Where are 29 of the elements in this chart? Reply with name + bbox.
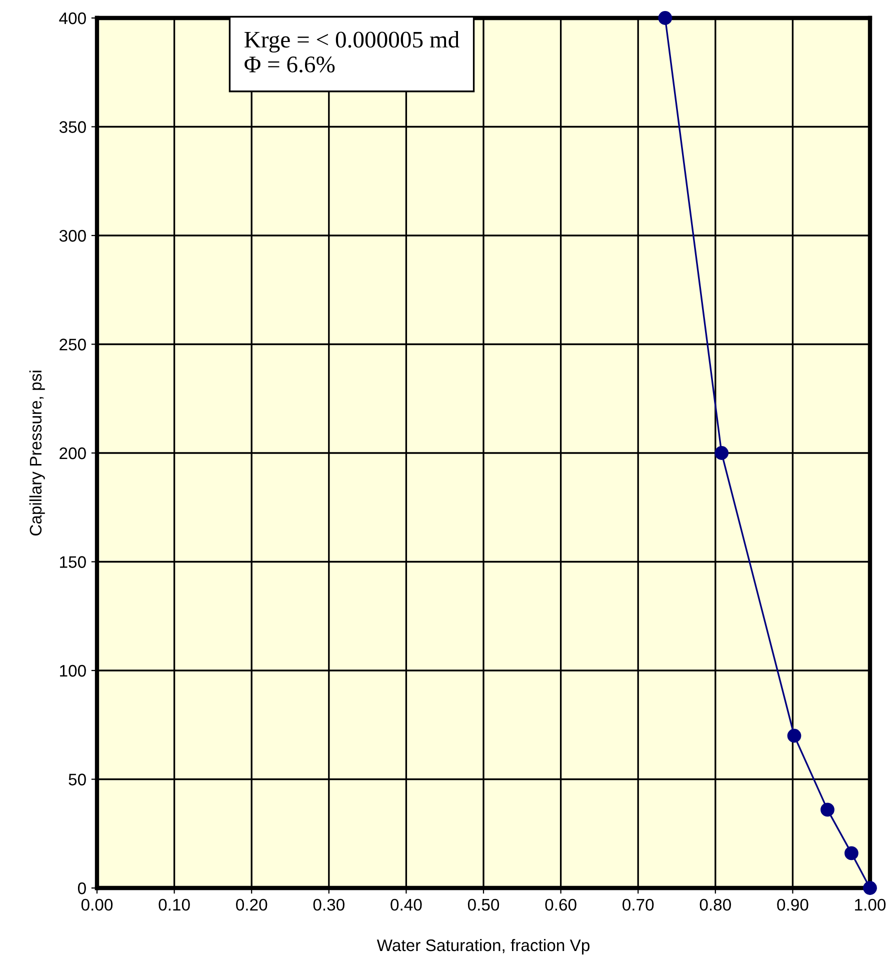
x-tick-label: 1.00 — [855, 898, 886, 911]
y-tick-label: 100 — [60, 664, 86, 677]
x-axis-title: Water Saturation, fraction Vp — [376, 938, 590, 954]
y-tick-label: 300 — [59, 230, 86, 242]
x-tick-label: 0.10 — [158, 898, 190, 911]
annotation: Krge = < 0.000005 md Φ = 6.6% — [244, 31, 460, 73]
y-tick-label: 150 — [60, 556, 86, 568]
x-tick-label: 0.80 — [700, 898, 731, 911]
y-axis-title: Capillary Pressure, psi — [29, 370, 45, 536]
point — [820, 802, 834, 817]
y-tick-label: 250 — [60, 338, 86, 350]
y-tick-label: 200 — [60, 447, 86, 460]
x-tick-label: 0.60 — [545, 898, 576, 911]
x-tick-label: 0.70 — [622, 898, 654, 911]
y-tick-label: 400 — [59, 12, 86, 24]
y-tick-label: 50 — [68, 774, 86, 786]
x-tick-label: 0.40 — [390, 898, 422, 911]
x-tick-label: 0.50 — [468, 898, 500, 911]
point — [863, 881, 877, 895]
point — [787, 728, 802, 743]
x-tick-label: 0.30 — [313, 898, 344, 911]
x-tick-label: 0.00 — [81, 898, 113, 911]
y-tick-label: 0 — [78, 882, 86, 894]
point — [658, 11, 672, 25]
y-tick-label: 350 — [59, 121, 86, 133]
point — [844, 846, 858, 860]
x-tick-label: 0.90 — [777, 898, 808, 911]
x-tick-label: 0.20 — [236, 898, 268, 911]
point — [714, 446, 729, 460]
